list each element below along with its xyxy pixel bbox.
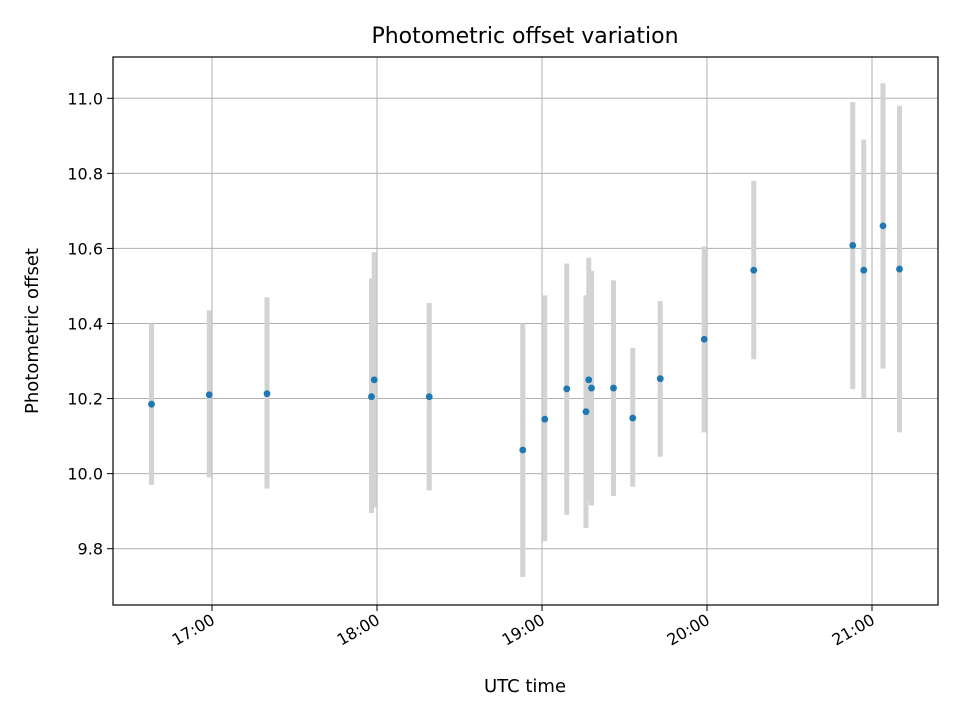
y-tick-label: 11.0: [67, 89, 103, 108]
y-tick-label: 9.8: [78, 540, 103, 559]
data-point: [588, 384, 595, 392]
y-tick-label: 10.6: [67, 239, 103, 258]
y-tick-label: 10.0: [67, 465, 103, 484]
data-points: [148, 222, 903, 454]
data-point: [205, 391, 213, 399]
data-point: [879, 222, 887, 230]
chart-title: Photometric offset variation: [371, 24, 678, 49]
data-point: [610, 384, 617, 392]
data-point: [849, 242, 857, 249]
data-point: [750, 266, 758, 274]
x-axis-label: UTC time: [484, 676, 566, 697]
y-tick-label: 10.8: [67, 164, 103, 183]
data-point: [148, 400, 155, 408]
data-point: [860, 266, 868, 274]
data-point: [700, 335, 708, 343]
data-point: [519, 446, 527, 454]
data-point: [368, 393, 375, 401]
plot-frame: [112, 56, 939, 606]
y-axis-ticks: 9.8 10.0 10.2 10.4 10.6 10.8 11.0: [67, 89, 113, 559]
data-point: [563, 385, 571, 393]
data-point: [263, 390, 271, 398]
data-point: [582, 408, 590, 416]
grid-lines: [113, 57, 938, 605]
data-point: [541, 415, 549, 423]
y-tick-label: 10.2: [67, 390, 103, 409]
data-point: [896, 265, 903, 273]
data-point: [585, 376, 593, 384]
y-tick-label: 10.4: [67, 314, 103, 333]
data-point: [629, 414, 637, 422]
data-point: [656, 375, 664, 383]
y-axis-label: Photometric offset: [22, 248, 43, 414]
data-point: [425, 393, 433, 401]
data-point: [370, 376, 378, 384]
